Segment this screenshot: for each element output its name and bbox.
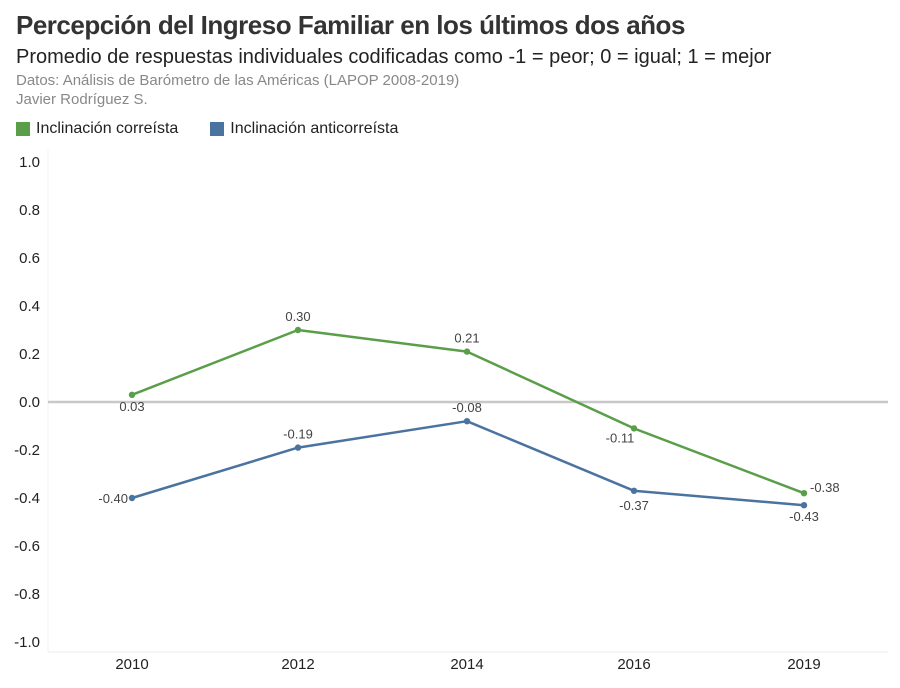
legend: Inclinación correísta Inclinación antico… [16,120,398,138]
data-label: 0.21 [454,331,479,346]
y-tick-label: -0.6 [14,538,40,555]
y-tick-label: -0.2 [14,442,40,459]
data-label: -0.37 [619,498,649,513]
y-tick-label: 0.4 [19,298,40,315]
legend-item-anticorreista: Inclinación anticorreísta [210,120,398,138]
y-tick-label: -1.0 [14,634,40,651]
y-tick-label: 0.0 [19,394,40,411]
data-point [463,418,471,425]
legend-item-correista: Inclinación correísta [16,120,178,138]
data-point [630,425,638,432]
data-label: -0.11 [606,430,635,445]
x-tick-label: 2012 [281,656,314,673]
data-point [630,487,638,494]
y-tick-label: 0.6 [19,250,40,267]
data-label: -0.38 [810,480,840,495]
chart-author: Javier Rodríguez S. [16,91,148,108]
y-tick-label: 0.8 [19,202,40,219]
data-point [800,490,808,497]
legend-label-anticorreista: Inclinación anticorreísta [230,120,399,137]
data-label: -0.43 [789,509,819,524]
data-point [128,494,136,502]
x-tick-label: 2014 [450,656,483,673]
data-point [294,444,302,451]
chart-title: Percepción del Ingreso Familiar en los ú… [16,10,685,40]
y-tick-label: -0.8 [14,586,40,603]
y-tick-label: -0.4 [14,490,40,507]
series-line-1 [131,419,805,507]
data-label: -0.08 [452,400,482,415]
data-label: 0.30 [285,309,310,324]
y-tick-label: 1.0 [19,154,40,171]
chart-subtitle: Promedio de respuestas individuales codi… [16,46,772,68]
legend-swatch-anticorreista [210,122,225,136]
y-tick-label: 0.2 [19,346,40,363]
data-point [800,502,808,509]
data-label: -0.40 [98,491,128,506]
legend-swatch-correista [16,122,30,136]
data-point [128,391,136,398]
x-tick-label: 2010 [115,656,148,673]
data-label: 0.03 [119,399,144,414]
data-label: -0.19 [283,427,313,442]
legend-label-correista: Inclinación correísta [36,120,179,137]
data-source: Datos: Análisis de Barómetro de las Amér… [16,72,460,89]
x-tick-label: 2016 [617,656,650,673]
data-point [294,326,302,334]
x-tick-label: 2019 [787,656,820,673]
data-point [463,348,471,355]
